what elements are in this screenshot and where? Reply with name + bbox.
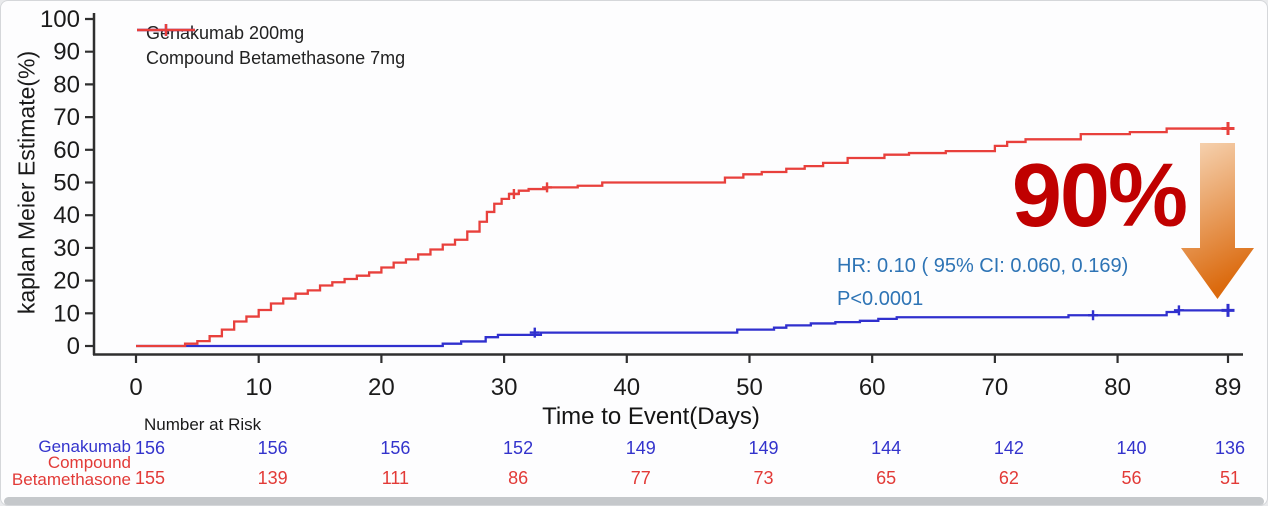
y-tick-label: 0 (67, 333, 80, 360)
p-value-annotation: P<0.0001 (837, 288, 924, 310)
km-curve (136, 127, 1228, 348)
y-tick-label: 80 (53, 71, 80, 98)
risk-row-label: Compound Betamethasone (11, 453, 131, 489)
y-tick-label: 10 (53, 300, 80, 327)
risk-table-title: Number at Risk (144, 415, 262, 434)
risk-count: 86 (508, 468, 529, 488)
legend-line-plus-marker-icon (137, 24, 195, 36)
x-tick-label: 70 (982, 374, 1009, 401)
censor-mark (1088, 310, 1099, 321)
risk-count: 139 (257, 468, 288, 488)
y-tick-label: 30 (53, 235, 80, 262)
risk-count: 152 (503, 438, 534, 458)
risk-count: 51 (1219, 468, 1241, 488)
y-tick-label: 40 (53, 202, 80, 229)
censor-mark (542, 182, 553, 193)
x-tick-label: 30 (491, 374, 518, 401)
risk-count: 144 (871, 438, 902, 458)
risk-count: 142 (993, 438, 1024, 458)
y-tick-label: 90 (53, 39, 80, 66)
censor-mark (1221, 303, 1235, 317)
risk-row-label: Genakumab (38, 437, 131, 456)
y-tick-label: 20 (53, 268, 80, 295)
risk-count: 136 (1214, 438, 1246, 458)
censor-mark (508, 188, 519, 199)
x-tick-label: 40 (613, 374, 640, 401)
effect-size-label: 90% (1011, 146, 1188, 246)
legend-item: Compound Betamethasone 7mg (137, 24, 406, 71)
censor-mark (529, 327, 540, 338)
risk-count: 65 (876, 468, 897, 488)
risk-count: 156 (134, 438, 166, 458)
x-tick-label: 60 (859, 374, 886, 401)
y-tick-label: 50 (53, 170, 80, 197)
x-tick-label: 10 (245, 374, 272, 401)
risk-count: 77 (630, 468, 651, 488)
axes (92, 13, 1243, 356)
x-tick-label: 89 (1215, 374, 1242, 401)
censor-mark (1173, 305, 1184, 316)
x-axis-title: Time to Event(Days) (542, 403, 760, 430)
x-tick-label: 80 (1104, 374, 1131, 401)
km-curve (136, 309, 1228, 348)
risk-count: 156 (380, 438, 411, 458)
risk-count: 73 (753, 468, 774, 488)
legend: Genakumab 200mg Compound Betamethasone 7m… (137, 21, 405, 71)
legend-label: Genakumab 200mg (146, 23, 305, 43)
x-tick-label: 0 (129, 374, 142, 401)
risk-count: 62 (998, 468, 1019, 488)
x-tick-label: 20 (368, 374, 395, 401)
y-tick-label: 100 (40, 6, 80, 33)
y-axis-title: kaplan Meier Estimate(%) (13, 50, 40, 315)
risk-count: 149 (625, 438, 656, 458)
legend-label: Compound Betamethasone 7mg (146, 48, 406, 68)
risk-count: 111 (381, 468, 410, 488)
horizontal-scrollbar[interactable] (4, 497, 1264, 505)
censor-mark (1221, 122, 1235, 136)
hazard-ratio-annotation: HR: 0.10 ( 95% CI: 0.060, 0.169) (837, 255, 1129, 277)
risk-count: 140 (1116, 438, 1147, 458)
x-tick-label: 50 (736, 374, 763, 401)
risk-count: 155 (134, 468, 166, 488)
decrease-arrow-icon (1181, 143, 1254, 299)
y-tick-label: 60 (53, 137, 80, 164)
y-tick-label: 70 (53, 104, 80, 131)
risk-count: 149 (748, 438, 779, 458)
risk-count: 156 (257, 438, 288, 458)
risk-count: 56 (1121, 468, 1142, 488)
